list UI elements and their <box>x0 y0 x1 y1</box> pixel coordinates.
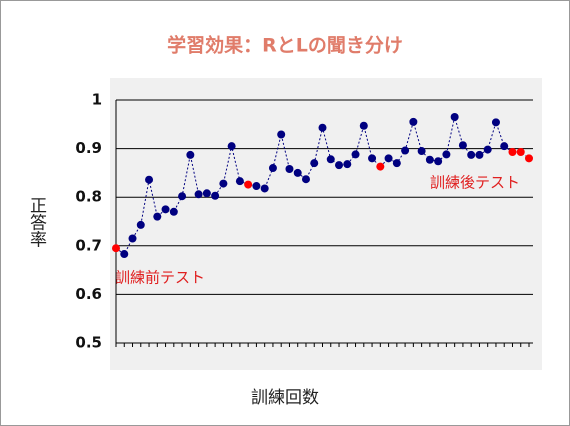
plot-area <box>110 78 542 370</box>
data-point <box>458 141 467 150</box>
data-point <box>442 150 451 159</box>
data-point <box>516 148 525 157</box>
data-point <box>500 142 509 151</box>
data-point <box>178 192 187 201</box>
data-point <box>343 160 352 169</box>
data-point <box>467 150 476 159</box>
data-point <box>508 148 517 157</box>
data-point <box>417 147 426 156</box>
data-point <box>368 154 377 163</box>
data-point <box>120 250 129 259</box>
data-point <box>293 168 302 177</box>
data-point <box>359 121 368 130</box>
data-point <box>227 142 236 151</box>
data-point <box>235 177 244 186</box>
data-point <box>194 190 203 199</box>
data-point <box>491 118 500 127</box>
data-point <box>285 165 294 174</box>
data-point <box>525 154 533 163</box>
data-point <box>260 184 269 193</box>
y-tick-label: 0.9 <box>75 139 102 157</box>
data-point <box>434 157 443 166</box>
y-tick-label: 1 <box>92 91 102 109</box>
data-point <box>376 162 385 171</box>
annotation: 訓練後テスト <box>430 174 520 192</box>
annotation: 訓練前テスト <box>115 269 205 287</box>
data-point <box>277 130 286 139</box>
data-point <box>268 164 277 173</box>
data-point <box>351 150 360 159</box>
data-point <box>169 207 178 216</box>
data-point <box>384 154 393 163</box>
y-tick-label: 0.8 <box>75 188 102 206</box>
data-point <box>219 179 228 188</box>
data-point <box>483 145 492 154</box>
data-point <box>145 175 154 184</box>
data-point <box>128 234 137 243</box>
data-point <box>326 155 335 164</box>
data-point <box>425 155 434 164</box>
y-tick-label: 0.6 <box>75 285 102 303</box>
data-point <box>153 212 162 221</box>
x-axis-label: 訓練回数 <box>251 388 319 408</box>
data-point <box>392 159 401 168</box>
data-point <box>244 180 253 189</box>
data-point <box>136 220 145 229</box>
data-point <box>112 244 120 253</box>
data-point <box>301 175 310 184</box>
chart-title: 学習効果：RとLの聞き分け <box>167 34 403 57</box>
data-point <box>202 189 211 198</box>
data-point <box>450 113 459 122</box>
data-point <box>318 123 327 132</box>
data-point <box>401 146 410 155</box>
y-tick-label: 0.5 <box>75 334 102 352</box>
data-point <box>186 150 195 159</box>
data-point <box>252 182 261 191</box>
data-point <box>409 117 418 126</box>
data-point <box>211 191 220 200</box>
data-point <box>475 150 484 159</box>
data-point <box>161 205 170 214</box>
y-tick-label: 0.7 <box>75 236 102 254</box>
data-point <box>310 159 319 168</box>
y-axis-label: 正答率 <box>26 197 47 248</box>
data-point <box>335 161 344 170</box>
